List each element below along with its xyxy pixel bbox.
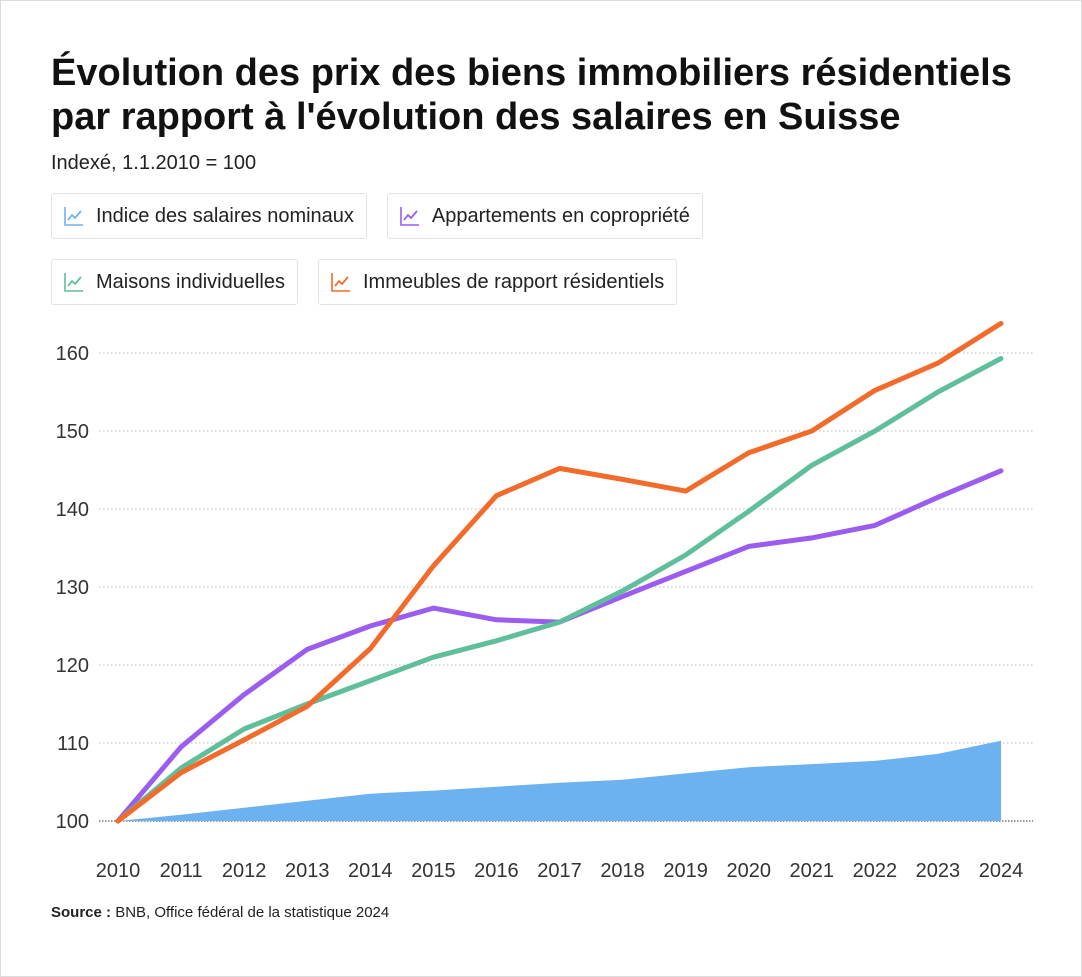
legend-item-immeubles[interactable]: Immeubles de rapport résidentiels: [317, 259, 678, 305]
legend-item-appartements[interactable]: Appartements en copropriété: [386, 193, 703, 239]
x-tick-label: 2013: [285, 860, 330, 882]
line-chart-icon: [400, 207, 419, 226]
y-tick-label: 120: [56, 655, 89, 677]
y-tick-label: 160: [56, 343, 89, 365]
legend-label: Immeubles de rapport résidentiels: [362, 270, 665, 293]
x-tick-label: 2018: [600, 860, 645, 882]
x-tick-label: 2012: [222, 860, 267, 882]
y-tick-label: 150: [56, 421, 89, 443]
x-tick-label: 2020: [726, 860, 771, 882]
y-tick-label: 140: [56, 499, 89, 521]
x-tick-label: 2010: [96, 860, 141, 882]
chart-subtitle: Indexé, 1.1.2010 = 100: [51, 152, 257, 174]
x-tick-label: 2014: [348, 860, 393, 882]
series-maisons-individuelles-line: [115, 356, 1004, 824]
series-indice-des-salaires-nominaux-area: [118, 740, 1001, 821]
x-tick-label: 2015: [411, 860, 456, 882]
x-tick-label: 2022: [853, 860, 898, 882]
source-label: Source :: [51, 904, 112, 921]
chart-title: Évolution des prix des biens immobiliers…: [51, 52, 1012, 138]
line-chart-icon: [64, 207, 83, 226]
source-note: Source : BNB, Office fédéral de la stati…: [51, 904, 389, 921]
legend-label: Indice des salaires nominaux: [96, 204, 354, 227]
x-tick-label: 2016: [474, 860, 519, 882]
x-tick-label: 2024: [979, 860, 1024, 882]
x-tick-label: 2017: [537, 860, 582, 882]
legend-label: Maisons individuelles: [96, 270, 285, 293]
series-immeubles-de-rapport-r-sidentiels-line: [115, 320, 1004, 824]
line-chart-icon: [331, 273, 350, 292]
source-text: BNB, Office fédéral de la statistique 20…: [115, 904, 390, 921]
legend-item-maisons[interactable]: Maisons individuelles: [51, 259, 298, 305]
x-tick-label: 2021: [790, 860, 835, 882]
x-tick-label: 2023: [916, 860, 961, 882]
y-tick-label: 100: [56, 811, 89, 833]
x-tick-label: 2011: [160, 860, 203, 882]
line-chart-icon: [64, 273, 83, 292]
x-tick-label: 2019: [663, 860, 708, 882]
y-tick-label: 110: [57, 733, 89, 755]
legend: Indice des salaires nominaux Appartement…: [51, 193, 811, 305]
legend-label: Appartements en copropriété: [431, 204, 690, 227]
y-tick-label: 130: [56, 577, 89, 599]
legend-item-salaires[interactable]: Indice des salaires nominaux: [51, 193, 367, 239]
